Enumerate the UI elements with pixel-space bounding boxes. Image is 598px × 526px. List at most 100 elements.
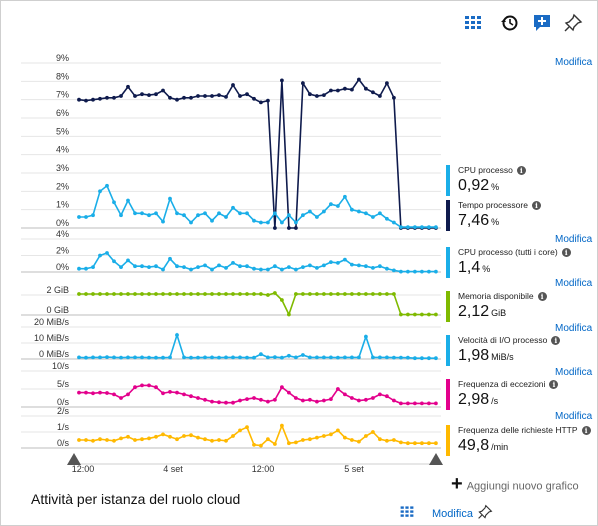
data-point — [371, 90, 375, 95]
data-point — [329, 260, 333, 264]
x-tick-label: 12:00 — [252, 464, 275, 474]
data-point — [329, 88, 333, 93]
data-point — [350, 396, 354, 400]
tile-frequenza-richieste[interactable]: Frequenza delle richieste HTTP i 49,8/min — [445, 419, 595, 461]
y-tick-label: 3% — [56, 163, 69, 173]
data-point — [322, 355, 326, 360]
data-point — [434, 225, 438, 230]
info-icon[interactable]: i — [516, 166, 526, 176]
data-point — [315, 435, 319, 440]
data-point — [98, 292, 102, 296]
data-point — [210, 399, 214, 404]
data-point — [196, 213, 200, 218]
data-point — [350, 355, 354, 360]
edit-chart-memory-link[interactable]: Modifica — [555, 278, 593, 289]
data-point — [308, 92, 312, 97]
chart-cpu-all[interactable]: 4% 2% 0% — [21, 229, 441, 274]
data-point — [112, 200, 116, 205]
info-icon[interactable]: i — [581, 426, 591, 436]
data-point — [161, 391, 165, 396]
data-point — [371, 396, 375, 400]
tile-velocita-io[interactable]: Velocità di I/O processo i 1,98 MiB/s — [445, 329, 595, 371]
data-point — [392, 220, 396, 225]
data-point — [434, 356, 438, 361]
pin-icon[interactable] — [563, 13, 583, 33]
chart-cpu[interactable]: 9% 8% 7% 6% 5% 4% 3% 2% 1% 0% — [21, 53, 441, 230]
chart-requests[interactable]: 2/s 1/s 0/s — [21, 406, 441, 449]
data-point — [427, 312, 431, 317]
data-point — [77, 215, 81, 219]
data-point — [238, 211, 242, 216]
data-point — [385, 81, 389, 86]
edit-chart-requests-link[interactable]: Modifica — [555, 411, 593, 422]
data-point — [98, 437, 102, 442]
chart-exceptions[interactable]: 10/s 5/s 0/s — [21, 361, 441, 408]
footer-edit-link[interactable]: Modifica — [432, 508, 473, 520]
data-point — [182, 213, 186, 218]
data-point — [161, 355, 165, 360]
data-point — [224, 215, 228, 219]
data-point — [168, 196, 172, 201]
data-point — [210, 292, 214, 296]
tile-value: 7,46% — [458, 212, 500, 229]
data-point — [210, 218, 214, 223]
data-point — [399, 312, 403, 317]
data-point — [280, 355, 284, 360]
add-tile-icon[interactable] — [532, 13, 552, 33]
data-point — [294, 396, 298, 400]
data-point — [112, 392, 116, 397]
data-point — [392, 355, 396, 360]
data-point — [231, 355, 235, 360]
tile-tempo-processore[interactable]: Tempo processore i 7,46% — [445, 194, 595, 236]
page-title: Attività per istanza del ruolo cloud — [31, 491, 241, 507]
info-icon[interactable]: i — [537, 292, 547, 302]
edit-chart-exceptions-link[interactable]: Modifica — [555, 367, 593, 378]
edit-chart-io-link[interactable]: Modifica — [555, 323, 593, 334]
data-point — [119, 436, 123, 441]
tile-cpu-processo-tutti[interactable]: CPU processo (tutti i core) i 1,4% — [445, 241, 595, 283]
tile-value: 2,98/s — [458, 391, 499, 408]
range-start-handle[interactable] — [67, 453, 81, 465]
grid-icon[interactable] — [463, 13, 483, 33]
data-point — [91, 438, 95, 443]
data-point — [154, 211, 158, 216]
info-icon[interactable]: i — [531, 201, 541, 211]
edit-chart-cpu-link[interactable]: Modifica — [555, 57, 593, 68]
footer-grid-icon[interactable] — [399, 504, 415, 520]
info-icon[interactable]: i — [561, 248, 571, 258]
chart-memory[interactable]: 2 GiB 0 GiB — [21, 285, 441, 317]
range-end-handle[interactable] — [429, 453, 443, 465]
data-point — [98, 96, 102, 101]
data-point — [182, 95, 186, 100]
data-point — [259, 397, 263, 402]
footer-pin-icon[interactable] — [477, 504, 493, 520]
data-point — [154, 92, 158, 97]
history-icon[interactable] — [499, 13, 519, 33]
data-point — [413, 441, 417, 446]
data-point — [189, 267, 193, 272]
data-point — [406, 401, 410, 406]
data-point — [434, 401, 438, 406]
edit-chart-cpu-all-link[interactable]: Modifica — [555, 234, 593, 245]
tile-memoria-disponibile[interactable]: Memoria disponibile i 2,12 GiB — [445, 285, 595, 327]
y-tick-label: 5/s — [57, 379, 70, 389]
data-point — [133, 355, 137, 360]
info-icon[interactable]: i — [549, 380, 559, 390]
data-point — [336, 204, 340, 208]
data-point — [140, 437, 144, 442]
info-icon[interactable]: i — [551, 336, 561, 346]
tile-cpu-processo[interactable]: CPU processo i 0,92% — [445, 159, 595, 201]
tile-value: 49,8/min — [458, 437, 509, 454]
data-point — [252, 266, 256, 271]
data-point — [364, 397, 368, 402]
tile-frequenza-eccezioni[interactable]: Frequenza di eccezioni i 2,98/s — [445, 373, 595, 415]
data-point — [245, 397, 249, 401]
data-point — [91, 265, 95, 269]
data-point — [308, 397, 312, 402]
data-point — [287, 390, 291, 395]
data-point — [140, 383, 144, 388]
data-point — [154, 292, 158, 296]
data-point — [196, 396, 200, 400]
add-chart-button[interactable]: + Aggiungi nuovo grafico — [451, 473, 579, 498]
chart-io[interactable]: 20 MiB/s 10 MiB/s 0 MiB/s — [21, 317, 441, 361]
